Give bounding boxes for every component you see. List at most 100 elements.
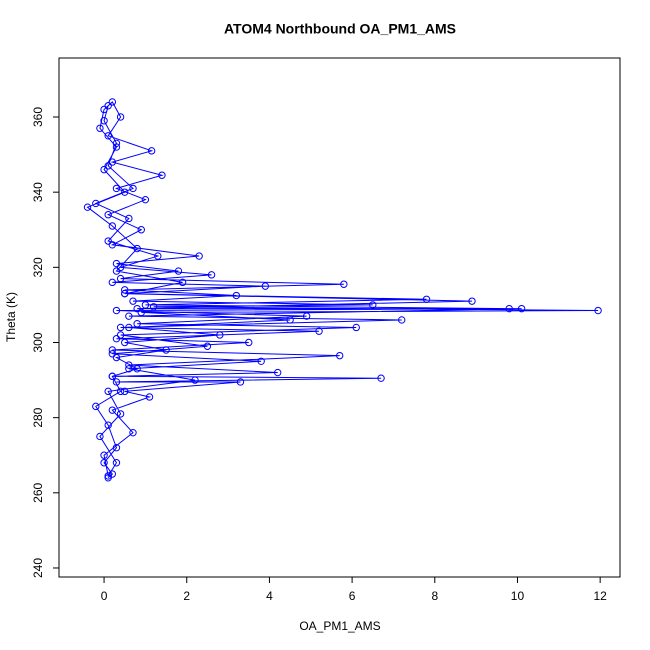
data-point — [147, 147, 156, 155]
data-point — [104, 387, 112, 396]
data-point — [257, 357, 265, 365]
y-tick-label: 340 — [31, 182, 45, 202]
y-tick-label: 260 — [31, 482, 45, 502]
data-point — [104, 237, 112, 245]
chart-title: ATOM4 Northbound OA_PM1_AMS — [224, 21, 456, 37]
data-point — [336, 351, 344, 360]
data-point — [162, 346, 170, 354]
data-point — [92, 199, 100, 208]
data-point — [108, 241, 117, 249]
data-point — [100, 117, 108, 125]
data-point — [236, 378, 245, 386]
data-point — [216, 331, 224, 339]
y-tick-label: 300 — [31, 332, 45, 352]
data-point — [315, 327, 323, 335]
data-point — [108, 406, 117, 414]
data-point — [112, 139, 121, 148]
data-point — [112, 444, 121, 452]
data-point — [141, 195, 150, 204]
x-tick-label: 12 — [593, 589, 607, 603]
data-point — [422, 295, 431, 303]
data-point — [104, 211, 112, 219]
data-point — [83, 203, 92, 211]
data-point — [302, 312, 311, 320]
x-tick-label: 6 — [349, 589, 356, 603]
data-point — [121, 338, 129, 347]
data-point — [133, 244, 141, 253]
data-point — [273, 368, 282, 377]
data-line — [86, 101, 599, 479]
data-point — [92, 402, 100, 411]
data-point — [116, 323, 125, 332]
y-tick-label: 360 — [31, 107, 45, 127]
data-point — [352, 323, 360, 332]
data-point — [145, 393, 154, 401]
y-tick-label: 280 — [31, 407, 45, 427]
data-point — [125, 312, 133, 320]
plot-frame — [58, 57, 621, 578]
data-point — [108, 278, 117, 287]
data-point — [154, 252, 162, 260]
data-point — [340, 280, 348, 288]
data-point — [100, 459, 108, 467]
y-tick-label: 240 — [31, 558, 45, 578]
y-axis-label: Theta (K) — [4, 292, 18, 342]
data-point — [96, 124, 104, 132]
data-point — [112, 259, 121, 268]
data-point — [133, 365, 141, 373]
data-point — [129, 297, 137, 305]
data-point — [104, 421, 112, 429]
data-point — [108, 372, 117, 381]
data-point — [195, 252, 203, 260]
data-point — [104, 132, 112, 140]
data-point — [245, 338, 253, 347]
data-point — [207, 271, 216, 279]
data-point — [129, 184, 137, 193]
data-point — [112, 306, 121, 315]
data-point — [377, 374, 385, 382]
data-point — [369, 301, 377, 309]
data-point — [125, 361, 133, 369]
data-point — [104, 102, 112, 110]
data-point — [141, 301, 150, 309]
x-tick-label: 10 — [511, 589, 525, 603]
data-point — [104, 474, 112, 482]
data-point — [121, 387, 129, 396]
x-tick-label: 4 — [266, 589, 273, 603]
data-point — [517, 304, 526, 313]
data-point — [191, 376, 199, 384]
data-point — [137, 226, 145, 234]
data-point — [104, 162, 112, 170]
data-point — [125, 365, 133, 373]
data-point — [232, 291, 241, 300]
data-point — [112, 335, 121, 343]
data-point — [149, 303, 158, 311]
data-point — [116, 410, 125, 418]
data-point — [125, 323, 133, 332]
data-point — [121, 289, 129, 298]
data-point — [108, 158, 117, 166]
data-point — [96, 432, 104, 441]
x-tick-label: 8 — [431, 589, 438, 603]
x-tick-label: 0 — [101, 589, 108, 603]
data-point — [116, 331, 125, 339]
data-point — [112, 143, 121, 151]
data-point — [108, 98, 117, 106]
x-axis-label: OA_PM1_AMS — [299, 619, 380, 633]
data-point — [112, 184, 121, 193]
data-point — [116, 113, 125, 121]
data-point — [133, 320, 141, 328]
data-point — [112, 459, 121, 467]
data-point — [203, 342, 212, 350]
y-tick-label: 320 — [31, 257, 45, 277]
data-point — [137, 308, 145, 317]
data-point — [108, 346, 117, 354]
data-point — [468, 297, 476, 305]
data-point — [125, 214, 133, 223]
data-point — [174, 267, 183, 275]
data-point — [129, 428, 137, 437]
data-point — [178, 278, 187, 287]
data-point — [112, 378, 121, 386]
data-point — [108, 470, 117, 478]
x-tick-label: 2 — [183, 589, 190, 603]
